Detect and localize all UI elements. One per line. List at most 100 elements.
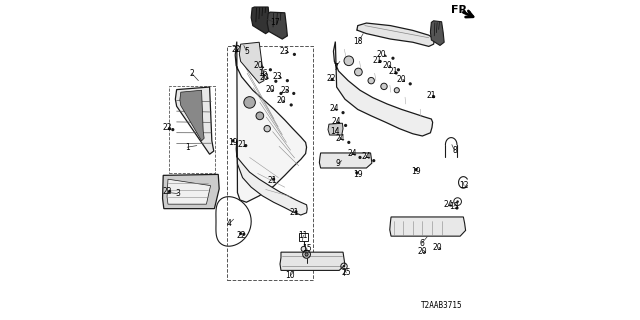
Bar [227, 46, 313, 280]
Polygon shape [163, 174, 219, 209]
Circle shape [292, 53, 296, 56]
Text: 7: 7 [333, 63, 338, 72]
Circle shape [244, 144, 248, 147]
Circle shape [172, 128, 174, 131]
Circle shape [285, 79, 289, 82]
Circle shape [456, 206, 459, 210]
Text: 20: 20 [397, 76, 406, 84]
Text: 20: 20 [382, 61, 392, 70]
Polygon shape [333, 42, 433, 136]
Text: 23: 23 [273, 72, 283, 81]
Text: 18: 18 [354, 37, 363, 46]
Polygon shape [390, 217, 466, 236]
Text: 21: 21 [238, 140, 247, 149]
Circle shape [432, 95, 435, 98]
Circle shape [256, 112, 264, 120]
Text: 20: 20 [259, 73, 269, 82]
Text: 22: 22 [163, 188, 172, 196]
Text: 4: 4 [227, 220, 231, 228]
Text: 20: 20 [433, 244, 443, 252]
Text: 23: 23 [280, 47, 290, 56]
Polygon shape [357, 23, 435, 46]
Text: 21: 21 [427, 92, 436, 100]
Text: 21: 21 [373, 56, 382, 65]
Text: T2AAB3715: T2AAB3715 [420, 301, 463, 310]
Text: 22: 22 [237, 231, 246, 240]
Text: 20: 20 [417, 247, 428, 256]
Circle shape [381, 83, 387, 90]
Polygon shape [236, 141, 307, 215]
Circle shape [243, 233, 246, 236]
Text: 20: 20 [253, 61, 264, 70]
Text: 15: 15 [302, 244, 312, 253]
Text: 21: 21 [389, 68, 398, 76]
Text: 20: 20 [377, 50, 387, 59]
Text: 13: 13 [449, 202, 459, 211]
Text: 24: 24 [329, 104, 339, 113]
Circle shape [355, 68, 362, 76]
Circle shape [168, 127, 172, 130]
Text: 19: 19 [228, 138, 238, 147]
Bar [300, 233, 308, 241]
Circle shape [368, 77, 374, 84]
Circle shape [355, 171, 358, 174]
Circle shape [415, 168, 418, 171]
Circle shape [409, 82, 412, 85]
Text: 11: 11 [299, 231, 308, 240]
Text: 9: 9 [336, 159, 340, 168]
Text: 24: 24 [361, 152, 371, 161]
Circle shape [275, 80, 278, 83]
Circle shape [391, 57, 394, 60]
Text: 3: 3 [175, 189, 180, 198]
Circle shape [343, 265, 346, 268]
Polygon shape [268, 12, 287, 39]
Circle shape [358, 156, 362, 159]
Circle shape [342, 111, 344, 114]
Text: 20: 20 [265, 85, 275, 94]
Text: 21: 21 [290, 208, 299, 217]
Circle shape [456, 200, 459, 203]
Bar [169, 86, 215, 173]
Text: 24: 24 [347, 149, 357, 158]
Polygon shape [251, 7, 270, 34]
Circle shape [272, 178, 275, 181]
Circle shape [168, 190, 172, 193]
Text: 12: 12 [460, 181, 468, 190]
Polygon shape [319, 153, 372, 168]
Circle shape [305, 253, 308, 256]
Circle shape [331, 78, 334, 81]
Text: 8: 8 [452, 146, 457, 155]
Text: 22: 22 [231, 45, 241, 54]
Circle shape [232, 139, 235, 142]
Polygon shape [430, 21, 444, 45]
Polygon shape [239, 42, 264, 83]
Text: 17: 17 [269, 18, 280, 27]
Circle shape [344, 56, 353, 66]
Circle shape [394, 71, 398, 75]
Text: 19: 19 [353, 170, 363, 179]
Text: 24: 24 [335, 134, 345, 143]
Text: 24: 24 [444, 200, 454, 209]
Text: FR.: FR. [451, 4, 471, 15]
Polygon shape [280, 252, 345, 270]
Text: 25: 25 [341, 268, 351, 277]
Text: 23: 23 [281, 86, 291, 95]
Circle shape [289, 103, 293, 107]
Polygon shape [236, 42, 307, 202]
Polygon shape [175, 87, 214, 154]
Circle shape [344, 124, 348, 127]
Circle shape [269, 68, 272, 71]
Text: 20: 20 [276, 96, 287, 105]
Circle shape [280, 92, 283, 95]
Circle shape [372, 159, 376, 162]
Text: 5: 5 [244, 47, 249, 56]
Polygon shape [167, 179, 211, 204]
Circle shape [236, 49, 239, 52]
Polygon shape [328, 123, 343, 135]
Text: 2: 2 [189, 69, 195, 78]
Circle shape [292, 92, 296, 95]
Text: 10: 10 [285, 271, 295, 280]
Text: 14: 14 [330, 127, 340, 136]
Text: 6: 6 [419, 239, 424, 248]
Text: 22: 22 [326, 74, 336, 83]
